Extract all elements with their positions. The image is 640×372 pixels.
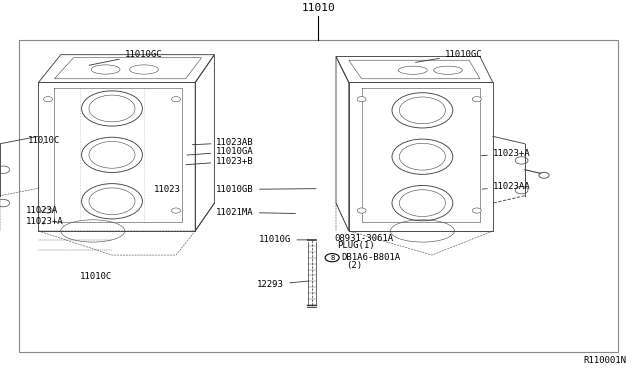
Text: DB1A6-B801A: DB1A6-B801A [341,253,400,262]
Circle shape [44,97,52,102]
Circle shape [44,208,52,213]
Text: 11023+A: 11023+A [26,217,63,226]
Text: 11023AA: 11023AA [482,182,531,191]
Text: 11010C: 11010C [28,135,60,144]
Text: 11023AB: 11023AB [192,138,254,147]
Text: 12293: 12293 [257,280,309,289]
Text: 11023A: 11023A [26,206,58,215]
Text: 11021MA: 11021MA [216,208,296,217]
Text: 11010GA: 11010GA [187,147,254,156]
Text: R110001N: R110001N [583,356,626,365]
Text: 11010GC: 11010GC [89,50,163,65]
Circle shape [172,97,180,102]
Circle shape [172,208,180,213]
Text: (2): (2) [346,261,362,270]
Circle shape [472,208,481,213]
Text: 11010G: 11010G [259,235,309,244]
Circle shape [357,97,366,102]
Circle shape [357,208,366,213]
Text: 11023: 11023 [154,185,180,193]
Text: PLUG(1): PLUG(1) [337,241,375,250]
Text: 11010: 11010 [301,3,335,13]
Text: 11010C: 11010C [80,272,112,281]
Text: 11023+B: 11023+B [186,157,254,166]
Text: 08931-3061A: 08931-3061A [334,234,393,243]
Text: 11023+A: 11023+A [481,148,531,157]
Text: 11010GC: 11010GC [415,50,483,62]
Text: B: B [330,255,334,261]
Circle shape [472,97,481,102]
Bar [19,40,618,352]
Text: 11010GB: 11010GB [216,185,316,194]
